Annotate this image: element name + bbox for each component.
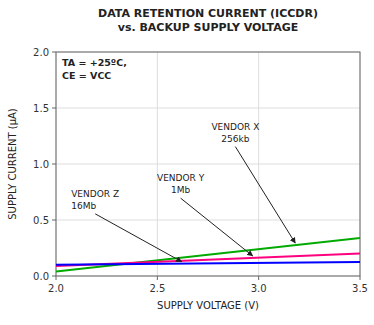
text-line: 1Mb <box>171 185 190 195</box>
tick <box>52 52 56 53</box>
tick-label: 2.5 <box>149 283 165 294</box>
tick-label: 3.0 <box>251 283 267 294</box>
x-axis-label: SUPPLY VOLTAGE (V) <box>157 300 259 311</box>
tick <box>52 164 56 165</box>
series-annotation: VENDOR Y 1Mb <box>157 173 205 195</box>
tick-label: 0.0 <box>33 271 49 282</box>
tick <box>52 276 56 277</box>
title: DATA RETENTION CURRENT (ICCDR)vs. BACKUP… <box>98 7 318 34</box>
series-line <box>56 238 360 272</box>
annotations: TA = +25ºC, CE = VCC VENDOR X 256kb VENDOR Y… <box>62 57 295 262</box>
grid <box>56 52 360 276</box>
annotation-arrow <box>95 214 181 262</box>
text-line: VENDOR X <box>211 122 259 132</box>
tick <box>52 108 56 109</box>
tick-label: 1.5 <box>33 103 49 114</box>
series-line <box>56 254 360 266</box>
tick-label: 2.0 <box>33 47 49 58</box>
series-line <box>56 262 360 265</box>
text-line: 16Mb <box>71 201 96 211</box>
text-line: vs. BACKUP SUPPLY VOLTAGE <box>118 21 299 34</box>
tick <box>157 276 158 280</box>
y-axis-label: SUPPLY CURRENT (μA) <box>7 108 18 220</box>
text-line: VENDOR Z <box>71 189 119 199</box>
tick-label: 1.0 <box>33 159 49 170</box>
text-line: CE = VCC <box>62 70 111 81</box>
tick-label: 2.0 <box>48 283 64 294</box>
series-annotation: VENDOR X 256kb <box>211 122 259 144</box>
grid-line <box>56 108 360 109</box>
lines <box>56 238 360 272</box>
annotation-arrow <box>181 198 253 256</box>
plot-frame <box>56 52 360 276</box>
conditions-note: TA = +25ºC, CE = VCC <box>62 57 127 81</box>
grid-line <box>56 164 360 165</box>
text-line: TA = +25ºC, <box>62 57 127 68</box>
tick <box>56 276 57 280</box>
series-annotation: VENDOR Z 16Mb <box>71 189 119 211</box>
tick <box>52 220 56 221</box>
tick <box>360 276 361 280</box>
text-line: 256kb <box>221 134 249 144</box>
tick <box>258 276 259 280</box>
text-line: DATA RETENTION CURRENT (ICCDR) <box>98 7 318 20</box>
annotation-arrow <box>235 147 295 243</box>
tick-label: 0.5 <box>33 215 49 226</box>
chart: DATA RETENTION CURRENT (ICCDR)vs. BACKUP… <box>0 0 374 325</box>
text-line: VENDOR Y <box>157 173 205 183</box>
tick-label: 3.5 <box>352 283 368 294</box>
